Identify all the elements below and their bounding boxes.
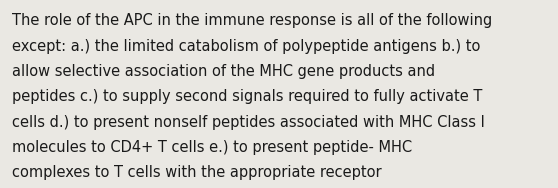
Text: peptides c.) to supply second signals required to fully activate T: peptides c.) to supply second signals re… xyxy=(12,89,483,104)
Text: The role of the APC in the immune response is all of the following: The role of the APC in the immune respon… xyxy=(12,13,493,28)
Text: molecules to CD4+ T cells e.) to present peptide- MHC: molecules to CD4+ T cells e.) to present… xyxy=(12,140,412,155)
Text: complexes to T cells with the appropriate receptor: complexes to T cells with the appropriat… xyxy=(12,165,382,180)
Text: allow selective association of the MHC gene products and: allow selective association of the MHC g… xyxy=(12,64,435,79)
Text: cells d.) to present nonself peptides associated with MHC Class I: cells d.) to present nonself peptides as… xyxy=(12,115,485,130)
Text: except: a.) the limited catabolism of polypeptide antigens b.) to: except: a.) the limited catabolism of po… xyxy=(12,39,480,54)
